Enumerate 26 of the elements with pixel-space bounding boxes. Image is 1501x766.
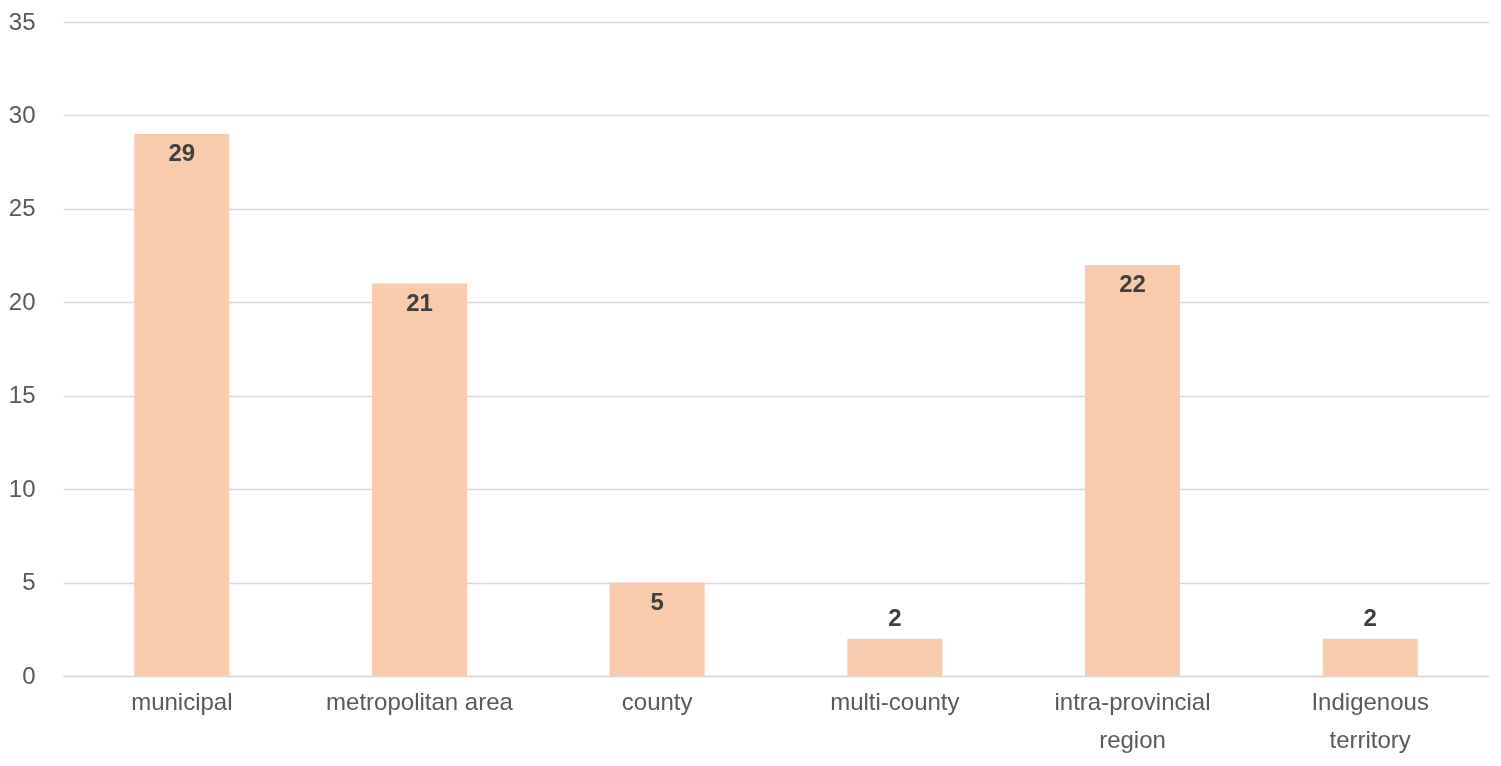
x-tick-label: Indigenous territory xyxy=(1311,687,1429,753)
bar xyxy=(609,582,705,676)
x-tick-label: municipal xyxy=(131,687,233,715)
x-tick-label: metropolitan area xyxy=(326,687,514,715)
y-tick-label: 20 xyxy=(8,287,36,315)
data-label: 21 xyxy=(406,288,433,316)
y-tick-label: 35 xyxy=(8,7,36,35)
bar xyxy=(847,638,943,676)
y-tick-label: 25 xyxy=(8,194,36,222)
data-label: 5 xyxy=(650,587,664,615)
x-tick-label: county xyxy=(621,687,693,715)
y-tick-label: 10 xyxy=(8,474,36,502)
y-tick-label: 5 xyxy=(22,568,36,596)
bar xyxy=(1322,638,1418,676)
data-label: 29 xyxy=(168,139,196,167)
data-label: 22 xyxy=(1119,269,1146,297)
data-label: 2 xyxy=(1363,603,1377,631)
y-tick-label: 30 xyxy=(8,100,36,128)
y-tick-label: 15 xyxy=(8,381,36,409)
bar xyxy=(1084,264,1181,676)
data-label: 2 xyxy=(888,603,902,631)
x-tick-label: multi-county xyxy=(830,687,960,715)
x-tick-label: intra-provincial region xyxy=(1054,687,1211,753)
bar xyxy=(134,134,230,676)
y-tick-label: 0 xyxy=(22,661,36,689)
bar xyxy=(371,283,468,676)
